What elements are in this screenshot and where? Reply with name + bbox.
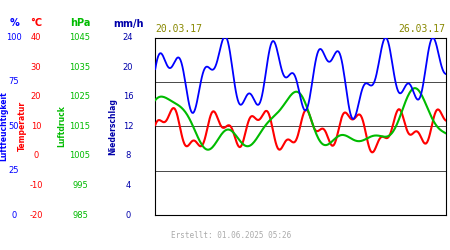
Text: -20: -20 (29, 210, 43, 220)
Text: Niederschlag: Niederschlag (108, 98, 117, 155)
Text: 1025: 1025 (69, 92, 90, 101)
Text: 75: 75 (9, 78, 19, 86)
Text: 0: 0 (11, 210, 17, 220)
Text: Luftdruck: Luftdruck (58, 105, 67, 147)
Text: 20.03.17: 20.03.17 (155, 24, 202, 34)
Text: 1045: 1045 (69, 33, 90, 42)
Text: 8: 8 (125, 151, 130, 160)
Text: mm/h: mm/h (113, 18, 143, 28)
Text: 12: 12 (123, 122, 133, 131)
Text: 0: 0 (33, 151, 39, 160)
Text: °C: °C (30, 18, 42, 28)
Text: hPa: hPa (70, 18, 90, 28)
Text: 20: 20 (31, 92, 41, 101)
Text: 1005: 1005 (69, 151, 90, 160)
Text: 100: 100 (6, 33, 22, 42)
Text: 0: 0 (126, 210, 130, 220)
Text: 4: 4 (126, 181, 130, 190)
Text: 25: 25 (9, 166, 19, 175)
Text: 985: 985 (72, 210, 88, 220)
Text: 24: 24 (123, 33, 133, 42)
Text: 30: 30 (31, 62, 41, 72)
Text: 995: 995 (72, 181, 88, 190)
Text: 40: 40 (31, 33, 41, 42)
Text: %: % (9, 18, 19, 28)
Text: Erstellt: 01.06.2025 05:26: Erstellt: 01.06.2025 05:26 (171, 231, 291, 240)
Text: 20: 20 (123, 62, 133, 72)
Text: Temperatur: Temperatur (18, 101, 27, 151)
Text: 1015: 1015 (69, 122, 90, 131)
Text: 1035: 1035 (69, 62, 90, 72)
Text: Luftfeuchtigkeit: Luftfeuchtigkeit (0, 91, 9, 161)
Text: 50: 50 (9, 122, 19, 131)
Text: -10: -10 (29, 181, 43, 190)
Text: 10: 10 (31, 122, 41, 131)
Text: 16: 16 (123, 92, 133, 101)
Text: 26.03.17: 26.03.17 (399, 24, 446, 34)
